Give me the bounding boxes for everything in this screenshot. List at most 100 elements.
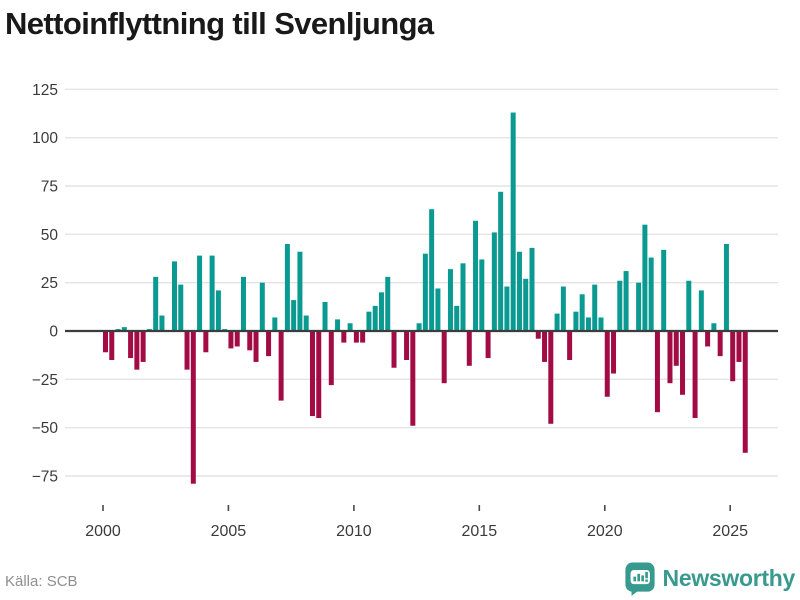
bar-negative: [128, 331, 134, 359]
bar-positive: [686, 280, 692, 331]
bar-negative: [742, 331, 748, 453]
y-tick-label: 100: [32, 130, 58, 147]
x-tick-label: 2005: [211, 523, 247, 540]
bar-positive: [636, 282, 642, 331]
bar-positive: [240, 276, 246, 331]
y-tick-label: 0: [49, 324, 58, 341]
bar-negative: [611, 331, 617, 374]
bar-positive: [171, 261, 177, 331]
newsworthy-icon: [624, 562, 655, 596]
bar-negative: [309, 331, 315, 417]
bar-positive: [573, 311, 579, 331]
bar-positive: [661, 249, 667, 331]
bar-negative: [542, 331, 548, 362]
bar-negative: [234, 331, 240, 347]
bar-positive: [723, 244, 729, 331]
bar-positive: [510, 112, 516, 331]
bar-positive: [523, 278, 529, 331]
bar-positive: [592, 284, 598, 331]
x-tick-label: 2015: [462, 523, 498, 540]
bar-negative: [391, 331, 397, 368]
bar-positive: [504, 286, 510, 331]
x-tick-label: 2000: [85, 523, 121, 540]
y-tick-label: 50: [41, 227, 59, 244]
bar-positive: [711, 323, 717, 331]
bar-positive: [284, 244, 290, 331]
bar-negative: [134, 331, 140, 370]
y-tick-label: −75: [32, 469, 58, 486]
bar-negative: [441, 331, 447, 384]
x-tick-label: 2025: [712, 523, 748, 540]
bar-negative: [253, 331, 259, 362]
bar-negative: [266, 331, 272, 357]
bar-positive: [178, 284, 184, 331]
bar-positive: [454, 305, 460, 331]
bar-positive: [291, 300, 297, 331]
bar-positive: [159, 315, 165, 331]
bar-positive: [121, 327, 127, 331]
bar-positive: [322, 302, 328, 331]
bar-positive: [491, 232, 497, 331]
bar-positive: [579, 294, 585, 331]
bar-positive: [560, 286, 566, 331]
bar-negative: [680, 331, 686, 395]
bar-positive: [585, 317, 591, 331]
bar-negative: [548, 331, 554, 424]
bar-negative: [604, 331, 610, 397]
bar-negative: [328, 331, 334, 386]
bar-positive: [516, 251, 522, 331]
bar-positive: [698, 290, 704, 331]
bar-negative: [567, 331, 573, 360]
bar-positive: [366, 311, 372, 331]
bar-positive: [498, 191, 504, 331]
bar-negative: [103, 331, 108, 353]
bar-negative: [705, 331, 711, 347]
bar-positive: [447, 269, 453, 331]
bar-positive: [378, 292, 384, 331]
bar-positive: [473, 220, 479, 331]
x-tick-label: 2010: [336, 523, 372, 540]
bar-negative: [736, 331, 742, 362]
y-tick-label: 125: [32, 82, 58, 99]
bar-positive: [272, 317, 278, 331]
source-caption: Källa: SCB: [5, 573, 78, 590]
bar-positive: [617, 280, 623, 331]
bar-positive: [435, 288, 441, 331]
bar-positive: [215, 290, 221, 331]
bar-negative: [184, 331, 190, 370]
bar-negative: [466, 331, 472, 366]
bar-positive: [303, 315, 309, 331]
bar-positive: [479, 259, 485, 331]
bar-positive: [554, 313, 560, 331]
bar-negative: [730, 331, 736, 382]
bar-negative: [247, 331, 253, 351]
bar-negative: [203, 331, 209, 353]
logo-mini-bars: [632, 571, 648, 582]
bar-positive: [529, 247, 535, 331]
bar-negative: [673, 331, 679, 366]
bar-negative: [410, 331, 416, 426]
bar-negative: [353, 331, 359, 343]
bar-negative: [485, 331, 491, 359]
bar-positive: [598, 317, 604, 331]
y-tick-label: 25: [41, 275, 58, 292]
bar-negative: [190, 331, 196, 484]
bar-negative: [109, 331, 115, 360]
x-tick-label: 2020: [587, 523, 623, 540]
bar-positive: [416, 323, 422, 331]
bar-negative: [341, 331, 347, 343]
newsworthy-logo: Newsworthy: [624, 561, 795, 596]
y-tick-label: −25: [32, 372, 58, 389]
bar-positive: [623, 271, 629, 331]
bar-positive: [347, 323, 353, 331]
bar-negative: [535, 331, 541, 339]
bar-positive: [372, 305, 378, 331]
bar-negative: [228, 331, 234, 349]
bar-positive: [197, 255, 203, 331]
bar-negative: [717, 331, 723, 357]
bar-negative: [404, 331, 410, 360]
bar-positive: [209, 255, 215, 331]
bar-positive: [385, 276, 391, 331]
bar-negative: [278, 331, 284, 401]
